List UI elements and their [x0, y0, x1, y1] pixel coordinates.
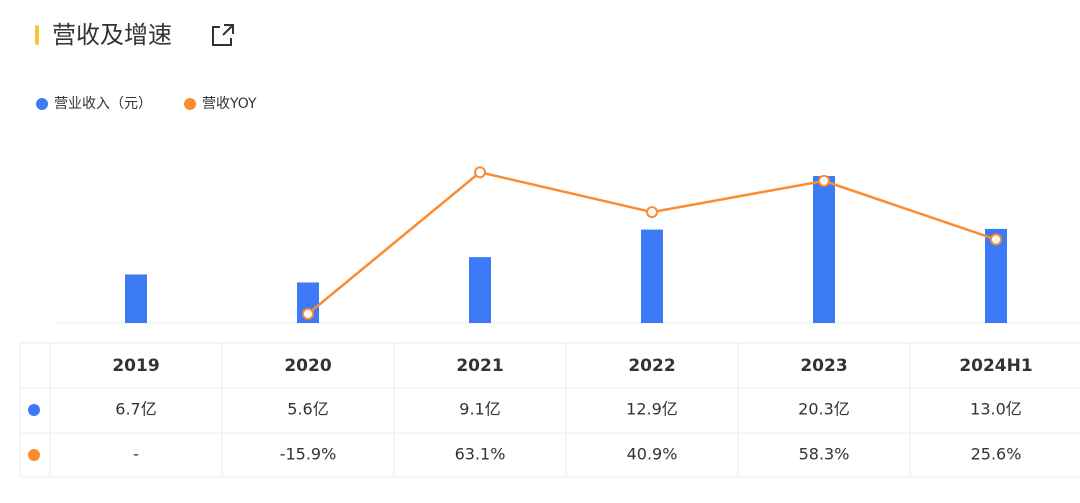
table-header: 2021: [456, 356, 503, 376]
table-cell: 9.1亿: [459, 400, 500, 419]
legend-label: 营业收入（元）: [54, 96, 152, 112]
line-point: [646, 206, 658, 219]
table-cell: -15.9%: [280, 445, 337, 464]
table-cell: 58.3%: [799, 445, 850, 464]
bar: [985, 228, 1007, 323]
table-header: 2024H1: [959, 356, 1032, 376]
table-header: 2019: [112, 356, 159, 376]
table-cell: 12.9亿: [626, 400, 678, 419]
line-point: [302, 307, 314, 320]
table-cell: 6.7亿: [115, 400, 156, 419]
title-accent: [35, 25, 39, 45]
line-point: [474, 166, 486, 179]
bar: [813, 176, 835, 323]
table-header: 2022: [628, 356, 675, 376]
table-cell: 13.0亿: [970, 400, 1022, 419]
line-point: [818, 174, 830, 187]
bar: [469, 257, 491, 323]
table-cell: 63.1%: [455, 445, 506, 464]
legend-swatch: [184, 98, 196, 110]
row-marker: [28, 404, 40, 416]
chart-title: 营收及增速: [52, 21, 172, 49]
table-cell: -: [133, 445, 139, 464]
table-cell: 40.9%: [627, 445, 678, 464]
table-header: 2023: [800, 356, 847, 376]
legend-swatch: [36, 98, 48, 110]
line-point: [990, 233, 1002, 246]
table-header: 2020: [284, 356, 331, 376]
bar: [125, 274, 147, 323]
legend-label: 营收YOY: [202, 96, 257, 112]
bar: [641, 229, 663, 323]
row-marker: [28, 449, 40, 461]
table-cell: 25.6%: [971, 445, 1022, 464]
external-link-icon[interactable]: [212, 24, 234, 46]
table-cell: 20.3亿: [798, 400, 850, 419]
table-cell: 5.6亿: [287, 400, 328, 419]
